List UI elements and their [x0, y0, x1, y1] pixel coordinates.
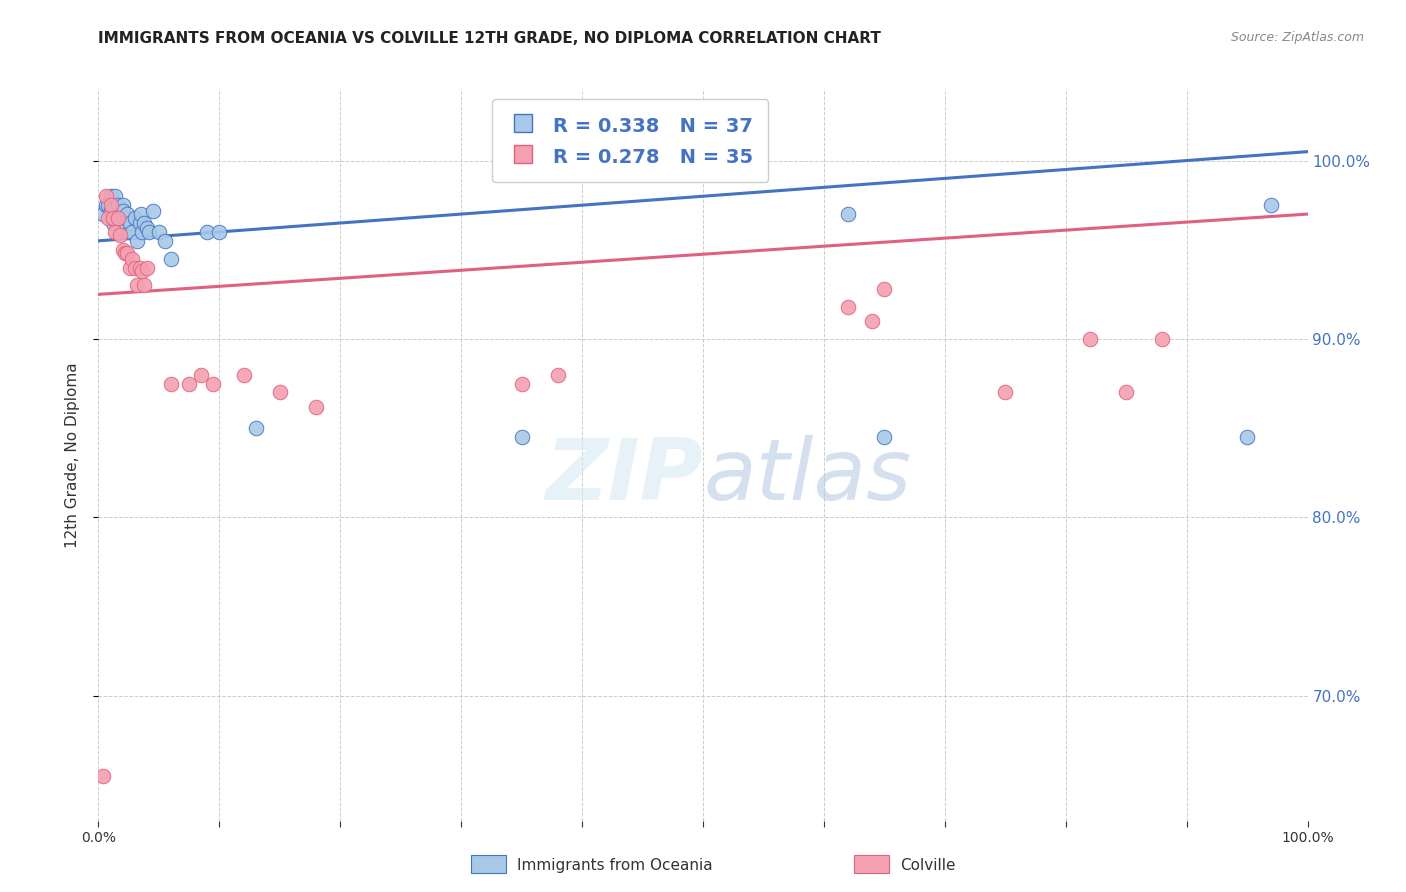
Point	[100, 189, 122, 203]
Point	[107, 198, 129, 212]
Point	[195, 225, 218, 239]
Point	[131, 264, 153, 278]
Point	[111, 203, 134, 218]
Legend: R = 0.338   N = 37, R = 0.278   N = 35: R = 0.338 N = 37, R = 0.278 N = 35	[492, 99, 769, 182]
Point	[232, 368, 254, 382]
Point	[1115, 385, 1137, 400]
Point	[138, 225, 160, 239]
Text: Immigrants from Oceania: Immigrants from Oceania	[517, 858, 713, 872]
Text: Source: ZipAtlas.com: Source: ZipAtlas.com	[1230, 31, 1364, 45]
Point	[127, 234, 149, 248]
Point	[121, 252, 143, 266]
Point	[510, 376, 533, 391]
Point	[101, 216, 124, 230]
Point	[108, 207, 131, 221]
Point	[127, 278, 149, 293]
Point	[135, 260, 157, 275]
Point	[134, 278, 156, 293]
Point	[97, 198, 120, 212]
Point	[100, 198, 122, 212]
Point	[128, 260, 150, 275]
Point	[114, 211, 136, 225]
Point	[117, 246, 139, 260]
Point	[118, 225, 141, 239]
Point	[108, 228, 131, 243]
Point	[208, 225, 231, 239]
Point	[117, 207, 139, 221]
Point	[1260, 198, 1282, 212]
Point	[148, 225, 170, 239]
Point	[994, 385, 1017, 400]
Point	[134, 216, 156, 230]
Point	[108, 216, 131, 230]
Text: IMMIGRANTS FROM OCEANIA VS COLVILLE 12TH GRADE, NO DIPLOMA CORRELATION CHART: IMMIGRANTS FROM OCEANIA VS COLVILLE 12TH…	[98, 31, 882, 46]
Point	[860, 314, 883, 328]
Point	[510, 430, 533, 444]
Point	[104, 189, 127, 203]
Point	[837, 300, 859, 314]
Point	[547, 368, 569, 382]
Point	[142, 203, 165, 218]
Y-axis label: 12th Grade, No Diploma: 12th Grade, No Diploma	[65, 362, 80, 548]
Point	[128, 216, 150, 230]
Text: atlas: atlas	[703, 435, 911, 518]
Point	[114, 246, 136, 260]
Point	[91, 207, 114, 221]
Text: ZIP: ZIP	[546, 435, 703, 518]
Point	[104, 225, 127, 239]
Point	[129, 207, 152, 221]
Point	[245, 421, 267, 435]
Text: Colville: Colville	[901, 858, 956, 872]
Point	[111, 243, 134, 257]
Point	[121, 225, 143, 239]
Point	[873, 282, 896, 296]
Point	[135, 221, 157, 235]
Point	[124, 211, 146, 225]
Point	[179, 376, 201, 391]
Point	[118, 216, 141, 230]
Point	[1152, 332, 1174, 346]
Point	[1236, 430, 1258, 444]
Point	[269, 385, 291, 400]
Point	[91, 769, 114, 783]
Point	[1078, 332, 1101, 346]
Point	[190, 368, 212, 382]
Point	[837, 207, 859, 221]
Point	[111, 198, 134, 212]
Point	[160, 376, 183, 391]
Point	[153, 234, 176, 248]
Point	[107, 211, 129, 225]
Point	[131, 225, 153, 239]
Point	[118, 260, 141, 275]
Point	[100, 203, 122, 218]
Point	[202, 376, 225, 391]
Point	[305, 400, 328, 414]
Point	[873, 430, 896, 444]
Point	[94, 189, 117, 203]
Point	[124, 260, 146, 275]
Point	[97, 211, 120, 225]
Point	[101, 211, 124, 225]
Point	[160, 252, 183, 266]
Point	[94, 198, 117, 212]
